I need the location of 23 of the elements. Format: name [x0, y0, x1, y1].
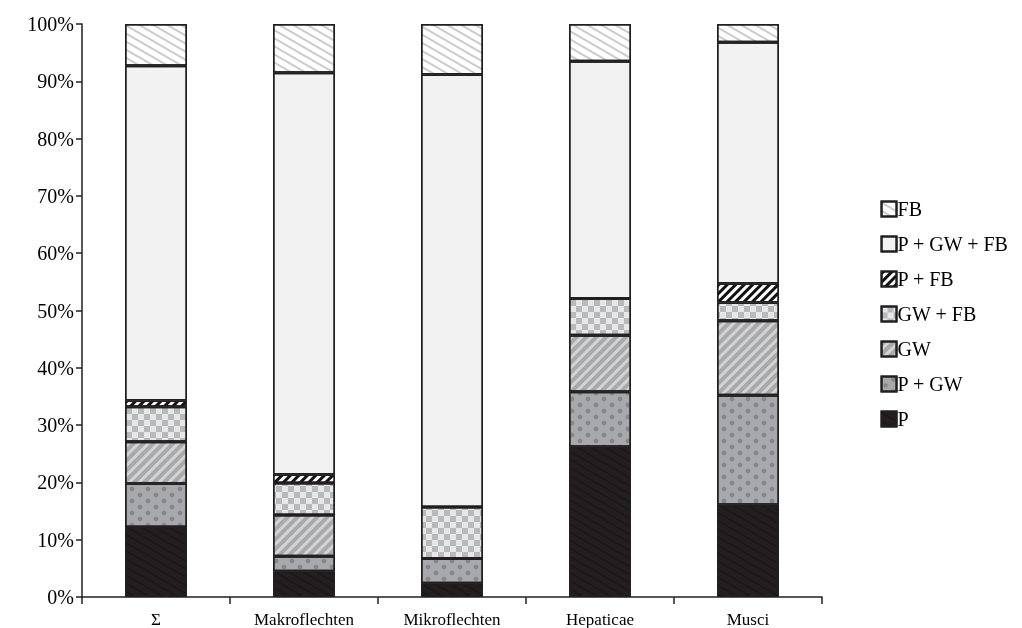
- y-tick-label: 30%: [37, 414, 74, 437]
- x-tick-label: Σ: [151, 610, 162, 628]
- y-tick-label: 80%: [37, 127, 74, 150]
- legend-label: FB: [897, 198, 922, 220]
- y-tick-label: 40%: [37, 356, 74, 379]
- y-tick-label: 100%: [27, 13, 74, 35]
- x-tick-label: Musci: [726, 610, 770, 628]
- y-tick-label: 10%: [37, 528, 74, 551]
- legend-label: P + GW + FB: [897, 233, 1008, 255]
- y-tick-label: 20%: [37, 471, 74, 494]
- legend-label: GW: [897, 338, 931, 360]
- y-tick-label: 90%: [37, 70, 74, 93]
- y-tick-label: 70%: [37, 184, 74, 207]
- legend-label: GW + FB: [897, 303, 977, 325]
- legend-label: P + FB: [897, 268, 954, 290]
- y-tick-label: 60%: [37, 242, 74, 265]
- legend-label: P: [897, 408, 909, 430]
- y-tick-label: 50%: [37, 299, 74, 322]
- x-tick-label: Makroflechten: [253, 610, 355, 628]
- x-tick-label: Hepaticae: [566, 610, 634, 628]
- x-tick-label: Mikroflechten: [403, 610, 502, 628]
- y-tick-label: 0%: [47, 586, 74, 608]
- legend-label: P + GW: [897, 373, 963, 395]
